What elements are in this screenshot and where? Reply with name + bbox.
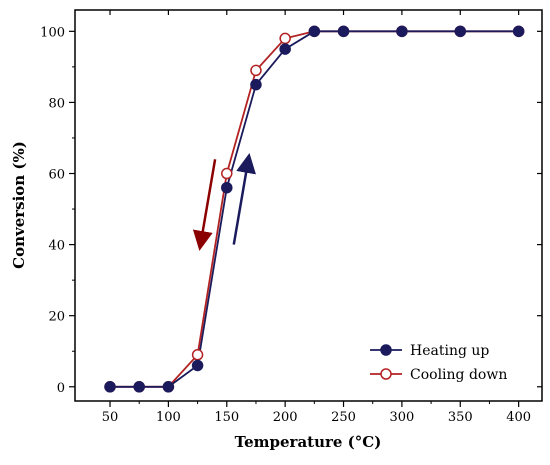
data-point-heating-up	[250, 78, 262, 91]
x-tick-label-250: 250	[331, 410, 356, 425]
y-tick-label-20: 20	[48, 310, 65, 325]
data-point-heating-up	[337, 25, 350, 38]
data-point-heating-up	[104, 381, 116, 393]
data-point-cooling-down	[221, 167, 233, 180]
plot-frame	[74, 9, 543, 402]
legend-label-heating-up: Heating up	[410, 343, 489, 359]
legend-label-cooling-down: Cooling down	[410, 367, 507, 383]
data-point-heating-up	[191, 359, 204, 372]
data-point-heating-up	[133, 381, 145, 393]
arrow-up	[232, 152, 256, 245]
annotation-arrows	[192, 152, 256, 251]
data-point-heating-up	[308, 25, 321, 38]
data-point-heating-up	[454, 25, 467, 38]
series-layer	[104, 25, 525, 393]
data-point-heating-up	[162, 381, 175, 393]
series-line-heating-up	[110, 30, 519, 388]
tick-labels: 50 100 150 200 250 300 350 400 0 20 40 60 80 100	[40, 25, 531, 425]
data-point-heating-up	[221, 181, 233, 194]
data-point-heating-up	[279, 43, 291, 55]
legend: Heating up Cooling down	[370, 343, 507, 383]
data-point-cooling-down	[191, 349, 204, 361]
x-axis-title: Temperature (°C)	[235, 433, 382, 451]
x-tick-label-200: 200	[273, 410, 298, 425]
y-tick-label-0: 0	[57, 381, 65, 396]
x-tick-label-300: 300	[389, 410, 414, 425]
axis-ticks	[69, 10, 542, 407]
y-tick-label-60: 60	[48, 168, 65, 183]
x-tick-label-150: 150	[214, 410, 239, 425]
data-point-heating-up	[396, 25, 408, 38]
data-point-cooling-down	[279, 32, 291, 45]
x-tick-label-400: 400	[506, 410, 531, 425]
arrow-down	[192, 159, 217, 251]
y-tick-label-80: 80	[48, 96, 65, 111]
y-tick-label-40: 40	[48, 239, 65, 254]
y-axis-title: Conversion (%)	[10, 141, 28, 269]
x-tick-label-100: 100	[156, 410, 181, 425]
series-line-cooling-down	[110, 30, 519, 388]
data-point-heating-up	[512, 25, 525, 38]
legend-marker-heating-up	[380, 344, 392, 356]
x-tick-label-350: 350	[448, 410, 473, 425]
x-tick-label-50: 50	[102, 410, 119, 425]
y-tick-label-100: 100	[40, 25, 65, 40]
legend-marker-cooling-down	[380, 368, 392, 380]
data-point-cooling-down	[250, 64, 262, 77]
